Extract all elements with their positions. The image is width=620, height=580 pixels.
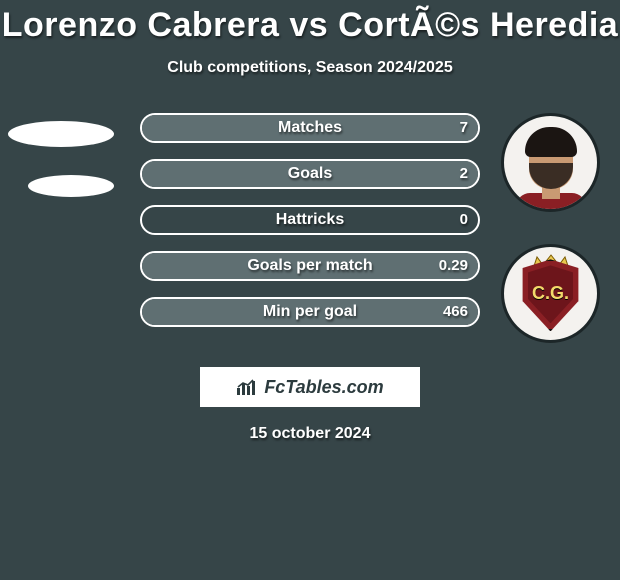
left-blank-ellipse-2	[28, 175, 114, 197]
crest-letters: C.G.	[522, 283, 580, 304]
watermark: FcTables.com	[200, 367, 420, 407]
stats-area: Matches7Goals2Hattricks0Goals per match0…	[0, 113, 620, 353]
right-avatar-column: C.G.	[501, 113, 600, 343]
stat-row: Min per goal466	[140, 297, 480, 327]
watermark-text: FcTables.com	[264, 377, 383, 398]
date-text: 15 october 2024	[0, 425, 620, 443]
stat-row: Goals per match0.29	[140, 251, 480, 281]
player-face-icon	[521, 127, 581, 205]
stat-bar-value-right: 466	[443, 297, 468, 327]
stat-bar-value-right: 7	[460, 113, 468, 143]
player-avatar	[501, 113, 600, 212]
page-title: Lorenzo Cabrera vs CortÃ©s Heredia	[0, 0, 620, 45]
stat-bar-label: Min per goal	[140, 297, 480, 327]
stat-row: Matches7	[140, 113, 480, 143]
club-crest: C.G.	[501, 244, 600, 343]
stat-bar-label: Goals per match	[140, 251, 480, 281]
watermark-chart-icon	[236, 378, 258, 396]
stat-row: Goals2	[140, 159, 480, 189]
stat-bar-label: Goals	[140, 159, 480, 189]
stat-bar-value-right: 0	[460, 205, 468, 235]
club-crest-icon: C.G.	[504, 247, 597, 340]
subtitle: Club competitions, Season 2024/2025	[0, 59, 620, 77]
comparison-card: Lorenzo Cabrera vs CortÃ©s Heredia Club …	[0, 0, 620, 580]
stat-bar-label: Matches	[140, 113, 480, 143]
stat-row: Hattricks0	[140, 205, 480, 235]
stat-bar-value-right: 0.29	[439, 251, 468, 281]
left-blank-ellipse-1	[8, 121, 114, 147]
stat-bar-value-right: 2	[460, 159, 468, 189]
stat-bars: Matches7Goals2Hattricks0Goals per match0…	[140, 113, 480, 327]
stat-bar-label: Hattricks	[140, 205, 480, 235]
